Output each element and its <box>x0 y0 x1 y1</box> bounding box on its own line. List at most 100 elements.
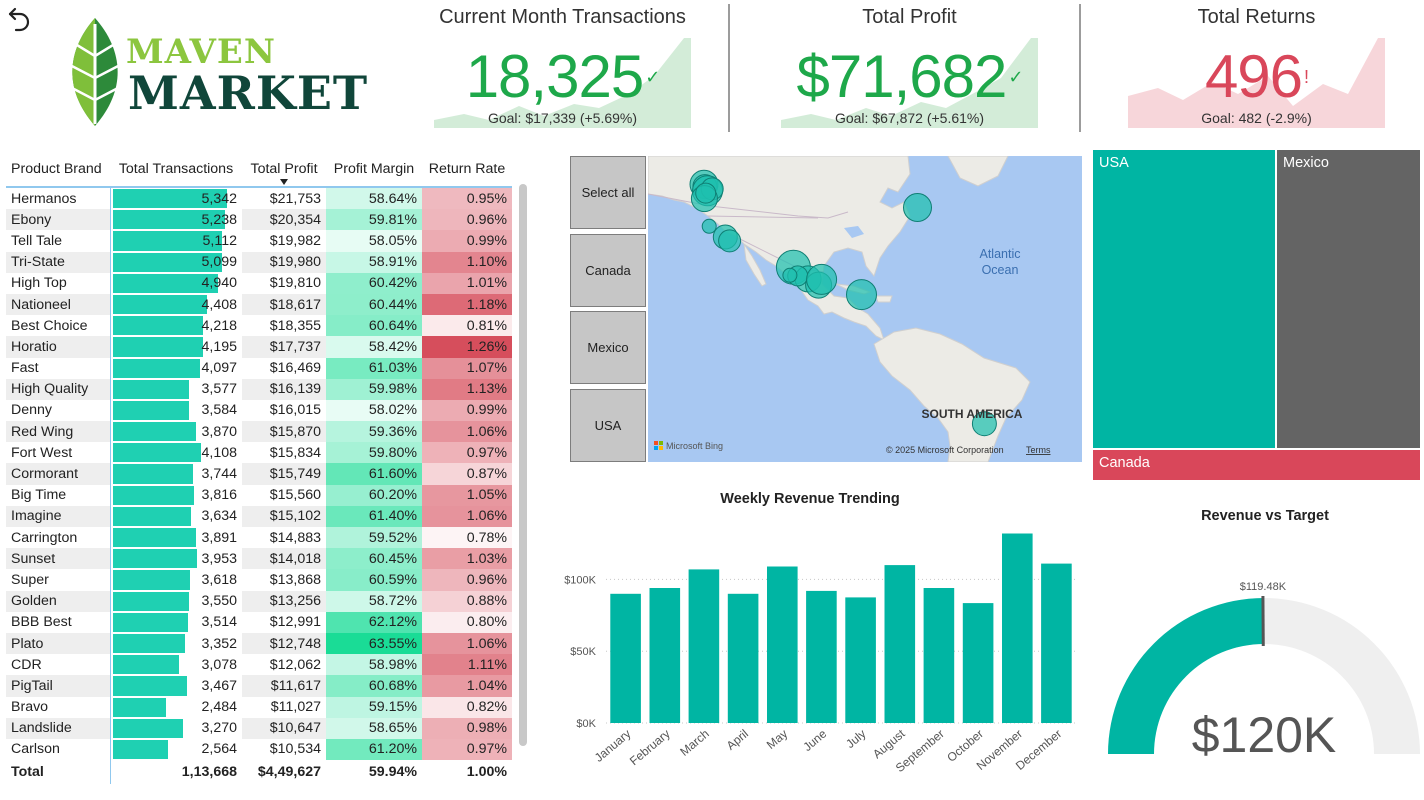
cell-transactions-text: 3,953 <box>201 550 237 567</box>
cell-transactions: 3,816 <box>109 484 242 506</box>
table-row[interactable]: PigTail 3,467 $11,617 60.68% 1.04% <box>6 675 512 697</box>
revenue-gauge[interactable]: $119.48K $120K <box>1098 570 1424 800</box>
cell-transactions-text: 4,097 <box>201 360 237 377</box>
revenue-bar[interactable] <box>845 597 876 723</box>
table-scrollbar[interactable] <box>519 184 527 746</box>
table-row[interactable]: Super 3,618 $13,868 60.59% 0.96% <box>6 569 512 591</box>
cell-profit: $13,256 <box>242 590 326 612</box>
table-row[interactable]: Fort West 4,108 $15,834 59.80% 0.97% <box>6 442 512 464</box>
treemap-usa[interactable]: USA <box>1093 150 1275 448</box>
cell-margin: 61.20% <box>326 738 422 761</box>
table-row[interactable]: Landslide 3,270 $10,647 58.65% 0.98% <box>6 717 512 739</box>
cell-profit: $13,868 <box>269 571 321 588</box>
kpi-value-text: 18,325 <box>465 43 645 110</box>
cell-profit: $19,982 <box>269 232 321 249</box>
table-row[interactable]: Hermanos 5,342 $21,753 58.64% 0.95% <box>6 187 512 210</box>
table-row[interactable]: Tell Tale 5,112 $19,982 58.05% 0.99% <box>6 230 512 252</box>
cell-transactions: 3,467 <box>109 675 242 697</box>
kpi-value-text: $71,682 <box>796 43 1008 110</box>
map-bubble[interactable] <box>846 279 877 311</box>
bing-logo-icon <box>654 441 663 450</box>
cell-return-rate: 1.18% <box>422 293 512 316</box>
cell-margin: 60.44% <box>326 293 422 316</box>
transactions-bar <box>112 485 194 505</box>
revenue-bar[interactable] <box>1002 533 1033 724</box>
x-tick-label: July <box>843 727 868 751</box>
table-row[interactable]: Nationeel 4,408 $18,617 60.44% 1.18% <box>6 293 512 316</box>
map-terms-link[interactable]: Terms <box>1026 445 1051 455</box>
map-bubble[interactable] <box>701 218 717 234</box>
cell-brand: Ebony <box>6 209 110 231</box>
map-bubbles[interactable] <box>689 169 997 437</box>
kpi-title: Current Month Transactions <box>439 6 686 28</box>
table-row[interactable]: Fast 4,097 $16,469 61.03% 1.07% <box>6 357 512 379</box>
map-bubble[interactable] <box>718 229 742 253</box>
transactions-bar <box>112 189 227 209</box>
revenue-bar[interactable] <box>962 603 994 723</box>
table-row[interactable]: Denny 3,584 $16,015 58.02% 0.99% <box>6 399 512 422</box>
back-arrow-icon[interactable] <box>6 6 32 32</box>
cell-transactions-text: 5,238 <box>201 211 237 228</box>
map-bubble[interactable] <box>782 267 798 283</box>
table-row[interactable]: Tri-State 5,099 $19,980 58.91% 1.10% <box>6 251 512 273</box>
table-row[interactable]: Red Wing 3,870 $15,870 59.36% 1.06% <box>6 421 512 443</box>
slicer-canada[interactable]: Canada <box>570 234 646 307</box>
col-header-brand[interactable]: Product Brand <box>6 152 110 188</box>
weekly-revenue-title: Weekly Revenue Trending <box>720 491 900 507</box>
table-row[interactable]: Carrington 3,891 $14,883 59.52% 0.78% <box>6 527 512 549</box>
col-header-margin[interactable]: Profit Margin <box>326 152 422 188</box>
table-row[interactable]: High Quality 3,577 $16,139 59.98% 1.13% <box>6 378 512 400</box>
table-row[interactable]: CDR 3,078 $12,062 58.98% 1.11% <box>6 654 512 676</box>
sales-map[interactable]: Atlantic Ocean SOUTH AMERICA Microsoft B… <box>648 156 1082 462</box>
table-row[interactable]: Bravo 2,484 $11,027 59.15% 0.82% <box>6 696 512 718</box>
table-row[interactable]: Golden 3,550 $13,256 58.72% 0.88% <box>6 590 512 612</box>
brand-table[interactable]: Product Brand Total Transactions Total P… <box>6 152 512 785</box>
table-row[interactable]: BBB Best 3,514 $12,991 62.12% 0.80% <box>6 611 512 633</box>
transactions-bar <box>112 210 225 230</box>
revenue-bar[interactable] <box>649 588 681 723</box>
revenue-bar[interactable] <box>767 566 798 724</box>
table-row[interactable]: Horatio 4,195 $17,737 58.42% 1.26% <box>6 336 512 358</box>
revenue-bar[interactable] <box>610 593 641 723</box>
cell-transactions-text: 3,634 <box>201 508 237 525</box>
cell-transactions-text: 3,514 <box>201 614 237 631</box>
revenue-bar[interactable] <box>806 590 837 723</box>
map-bubble[interactable] <box>806 263 838 295</box>
map-bubble[interactable] <box>695 182 717 204</box>
total-return: 1.00% <box>466 764 507 781</box>
slicer-select-all[interactable]: Select all <box>570 156 646 229</box>
slicer-usa[interactable]: USA <box>570 389 646 462</box>
map-bubble[interactable] <box>971 411 997 437</box>
revenue-bar[interactable] <box>688 569 720 723</box>
slicer-mexico[interactable]: Mexico <box>570 311 646 384</box>
table-row[interactable]: High Top 4,940 $19,810 60.42% 1.01% <box>6 272 512 294</box>
map-bubble[interactable] <box>903 193 932 222</box>
revenue-bar[interactable] <box>884 565 916 723</box>
table-row[interactable]: Carlson 2,564 $10,534 61.20% 0.97% <box>6 738 512 761</box>
revenue-bar[interactable] <box>1041 563 1072 723</box>
col-header-return[interactable]: Return Rate <box>422 152 512 188</box>
treemap-canada[interactable]: Canada <box>1093 450 1420 480</box>
table-row[interactable]: Best Choice 4,218 $18,355 60.64% 0.81% <box>6 315 512 337</box>
great-lakes <box>844 226 864 238</box>
col-header-profit[interactable]: Total Profit <box>242 152 326 188</box>
cell-profit: $12,062 <box>269 656 321 673</box>
country-treemap[interactable]: USA Mexico Canada <box>1093 150 1420 480</box>
treemap-mexico[interactable]: Mexico <box>1277 150 1420 448</box>
cell-return-rate: 0.95% <box>422 187 512 210</box>
transactions-bar <box>112 358 200 378</box>
kpi-title: Total Profit <box>862 6 957 28</box>
table-row[interactable]: Plato 3,352 $12,748 63.55% 1.06% <box>6 632 512 655</box>
table-row[interactable]: Big Time 3,816 $15,560 60.20% 1.05% <box>6 484 512 506</box>
revenue-bar[interactable] <box>923 588 955 723</box>
y-tick-label: $100K <box>564 574 596 586</box>
col-header-transactions[interactable]: Total Transactions <box>110 152 242 188</box>
revenue-bar[interactable] <box>727 593 759 723</box>
table-row[interactable]: Imagine 3,634 $15,102 61.40% 1.06% <box>6 505 512 527</box>
table-row[interactable]: Ebony 5,238 $20,354 59.81% 0.96% <box>6 209 512 231</box>
table-row[interactable]: Sunset 3,953 $14,018 60.45% 1.03% <box>6 548 512 570</box>
map-canvas[interactable]: Atlantic Ocean SOUTH AMERICA Microsoft B… <box>648 156 1082 462</box>
ocean-label-line1: Atlantic <box>980 247 1021 261</box>
table-row[interactable]: Cormorant 3,744 $15,749 61.60% 0.87% <box>6 463 512 485</box>
